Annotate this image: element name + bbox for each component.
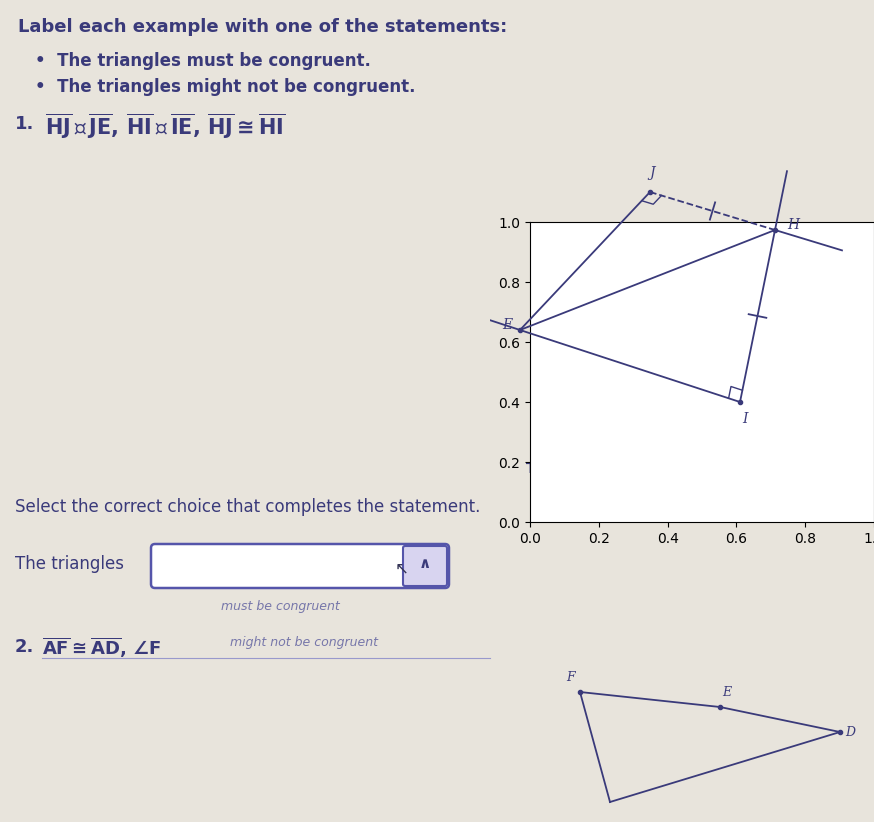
FancyBboxPatch shape [151,544,449,588]
Text: •  The triangles must be congruent.: • The triangles must be congruent. [35,52,371,70]
Text: 1.: 1. [15,115,34,133]
Text: ∧: ∧ [419,556,431,571]
Text: •  The triangles might not be congruent.: • The triangles might not be congruent. [35,78,415,96]
Text: $\mathbf{\overline{HJ} \perp \overline{JE},\, \overline{HI} \perp \overline{IE},: $\mathbf{\overline{HJ} \perp \overline{J… [45,112,286,141]
Text: The triangles: The triangles [15,555,124,573]
Text: Select the correct choice that completes the statement.: Select the correct choice that completes… [15,498,481,516]
Text: Label each example with one of the statements:: Label each example with one of the state… [18,18,507,36]
Text: J: J [649,166,655,180]
FancyBboxPatch shape [403,546,447,586]
Text: $\mathbf{\overline{AF} \cong \overline{AD},\, \angle F}$: $\mathbf{\overline{AF} \cong \overline{A… [42,636,162,660]
Text: H: H [787,218,799,232]
Text: 2.: 2. [15,638,34,656]
Text: Triangle: Triangle [530,462,589,476]
Text: ↖: ↖ [395,559,409,577]
Text: F: F [566,671,575,684]
Text: might not be congruent: might not be congruent [230,636,378,649]
Text: E: E [722,686,732,699]
Text: D: D [845,726,855,738]
Text: I: I [742,412,748,426]
Text: must be congruent: must be congruent [220,600,339,613]
Text: Triangle $\mathbf{EJH}$  and triangle $\mathbf{EIH}$: Triangle $\mathbf{EJH}$ and triangle $\m… [525,460,737,478]
Text: E: E [502,318,512,332]
